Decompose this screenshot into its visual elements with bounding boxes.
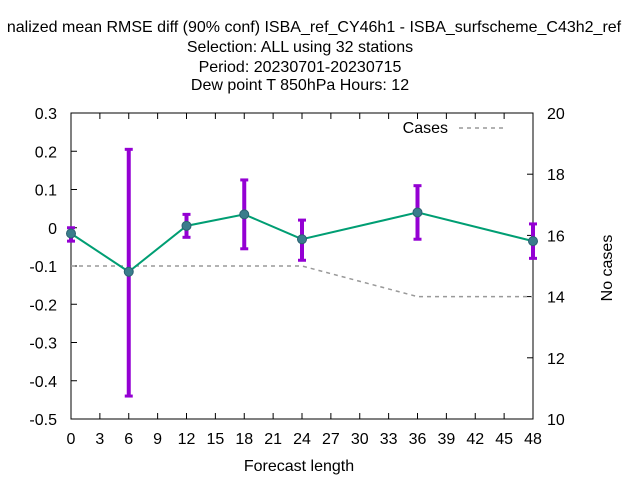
legend: Cases	[403, 120, 507, 137]
x-tick-label: 42	[466, 431, 484, 448]
x-tick-label: 12	[178, 431, 196, 448]
data-point	[239, 209, 250, 220]
x-tick-label: 21	[264, 431, 282, 448]
data-point	[297, 234, 307, 245]
x-tick-label: 45	[495, 431, 513, 448]
main-series-points	[66, 207, 538, 277]
plot-frame	[70, 112, 534, 420]
y2-tick-label: 10	[547, 412, 565, 429]
x-axis-label: Forecast length	[244, 458, 354, 475]
legend-label-cases: Cases	[403, 120, 448, 137]
title-line-1: nalized mean RMSE diff (90% conf) ISBA_r…	[7, 19, 622, 36]
y-tick-label: 0	[48, 221, 57, 238]
y-tick-label: 0.3	[35, 106, 57, 123]
x-tick-label: 6	[124, 431, 133, 448]
y-tick-label: 0.1	[35, 183, 57, 200]
errorbars	[67, 147, 537, 398]
x-tick-label: 18	[235, 431, 253, 448]
x-tick-label: 3	[95, 431, 104, 448]
y2-axis-label: No cases	[599, 235, 616, 302]
x-tick-label: 0	[67, 431, 76, 448]
x-tick-label: 24	[293, 431, 311, 448]
x-tick-label: 33	[380, 431, 398, 448]
chart-title: nalized mean RMSE diff (90% conf) ISBA_r…	[7, 19, 622, 94]
x-tick-label: 48	[524, 431, 542, 448]
y-tick-label: -0.4	[29, 374, 57, 391]
y2-tick-label: 20	[547, 106, 565, 123]
x-tick-label: 30	[351, 431, 369, 448]
y2-tick-label: 16	[547, 228, 565, 245]
x-tick-label: 36	[409, 431, 427, 448]
x-tick-label: 9	[153, 431, 162, 448]
title-line-2: Selection: ALL using 32 stations	[187, 39, 413, 56]
x-tick-label: 39	[437, 431, 455, 448]
cases-series	[71, 265, 533, 298]
ticks: 0 3 6 9 12 15 18 21 24 27 30 33 36 39 42 45 480.30.20.10…	[29, 106, 564, 448]
y-tick-label: -0.5	[29, 412, 57, 429]
y2-tick-label: 12	[547, 351, 565, 368]
y-tick-label: -0.1	[29, 259, 57, 276]
data-point	[123, 266, 134, 277]
x-tick-label: 15	[206, 431, 224, 448]
y-tick-label: -0.2	[29, 297, 57, 314]
title-line-3: Period: 20230701-20230715	[199, 59, 402, 76]
title-line-4: Dew point T 850hPa Hours: 12	[191, 77, 409, 94]
data-point	[66, 228, 76, 239]
y-tick-label: -0.3	[29, 336, 57, 353]
x-tick-label: 27	[322, 431, 340, 448]
data-point	[528, 236, 538, 247]
y-tick-label: 0.2	[35, 144, 57, 161]
data-point	[412, 207, 423, 218]
data-point	[181, 220, 192, 231]
y2-tick-label: 14	[547, 290, 565, 307]
cases-line	[71, 265, 533, 298]
y2-tick-label: 18	[547, 167, 565, 184]
